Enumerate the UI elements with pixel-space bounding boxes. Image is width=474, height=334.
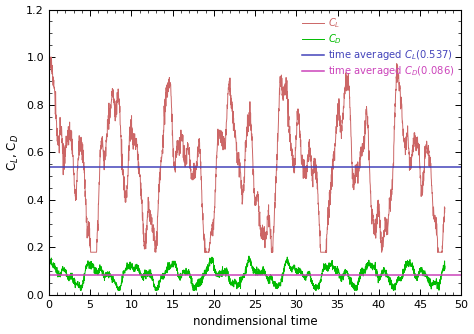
Line: $C_L$: $C_L$ [49,57,445,252]
$C_L$ [90,250,95,254]
$C_L$ [47,55,53,59]
$C_D$ [57,273,63,277]
$C_D$ [246,254,252,258]
$C_L$ [101,148,107,152]
$C_D$ [226,274,232,278]
$C_L$ [57,130,63,134]
time averaged $C_L$(0.537) [54,165,60,169]
time averaged $C_L$(0.537) [46,165,52,169]
$C_L$ [382,230,388,234]
time averaged $C_D$(0.086) [46,273,52,277]
$C_D$ [78,288,84,292]
$C_L$ [88,250,93,254]
$C_D$ [90,262,95,266]
$C_D$ [442,264,448,268]
$C_D$ [100,275,106,279]
$C_L$ [226,82,232,86]
$C_D$ [46,259,52,263]
$C_L$ [77,144,82,148]
Legend: $C_L$, $C_D$, time averaged $C_L$(0.537), time averaged $C_D$(0.086): $C_L$, $C_D$, time averaged $C_L$(0.537)… [300,15,456,80]
$C_D$ [76,281,82,285]
$C_L$ [46,84,52,88]
$C_L$ [442,206,448,210]
Line: $C_D$: $C_D$ [49,256,445,290]
time averaged $C_D$(0.086) [54,273,60,277]
$C_D$ [382,270,388,274]
Y-axis label: C$_L$, C$_D$: C$_L$, C$_D$ [6,134,21,171]
X-axis label: nondimensional time: nondimensional time [193,315,318,328]
